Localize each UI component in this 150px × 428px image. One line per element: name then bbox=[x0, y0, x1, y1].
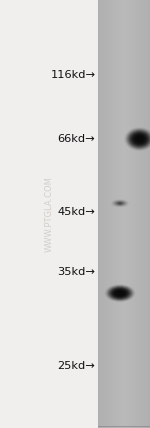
Ellipse shape bbox=[133, 134, 146, 144]
Text: WWW.PTGLA.COM: WWW.PTGLA.COM bbox=[45, 176, 54, 252]
Ellipse shape bbox=[135, 136, 144, 143]
Ellipse shape bbox=[126, 129, 150, 149]
Ellipse shape bbox=[112, 199, 128, 207]
Ellipse shape bbox=[114, 201, 126, 206]
Text: 66kd→: 66kd→ bbox=[58, 134, 95, 144]
Ellipse shape bbox=[136, 137, 142, 142]
Ellipse shape bbox=[119, 203, 121, 204]
Ellipse shape bbox=[118, 292, 122, 294]
Ellipse shape bbox=[114, 289, 126, 297]
Ellipse shape bbox=[111, 288, 129, 298]
Ellipse shape bbox=[113, 200, 127, 207]
Ellipse shape bbox=[131, 132, 148, 146]
Text: 116kd→: 116kd→ bbox=[50, 70, 95, 80]
Ellipse shape bbox=[134, 135, 145, 143]
Ellipse shape bbox=[115, 290, 125, 296]
Ellipse shape bbox=[107, 285, 133, 301]
Ellipse shape bbox=[118, 202, 122, 204]
Ellipse shape bbox=[117, 202, 123, 205]
Ellipse shape bbox=[116, 202, 124, 205]
Ellipse shape bbox=[110, 288, 130, 299]
Text: 35kd→: 35kd→ bbox=[57, 267, 95, 277]
Ellipse shape bbox=[130, 131, 149, 147]
Ellipse shape bbox=[108, 286, 132, 300]
Ellipse shape bbox=[139, 139, 140, 140]
Text: 25kd→: 25kd→ bbox=[57, 361, 95, 371]
Ellipse shape bbox=[112, 289, 128, 297]
Ellipse shape bbox=[115, 201, 125, 205]
Ellipse shape bbox=[132, 133, 147, 145]
Ellipse shape bbox=[125, 128, 150, 150]
Ellipse shape bbox=[119, 293, 121, 294]
Ellipse shape bbox=[138, 137, 141, 141]
Ellipse shape bbox=[124, 127, 150, 151]
Ellipse shape bbox=[105, 284, 135, 302]
Ellipse shape bbox=[117, 291, 123, 295]
Text: 45kd→: 45kd→ bbox=[57, 207, 95, 217]
Ellipse shape bbox=[106, 285, 134, 301]
Ellipse shape bbox=[116, 291, 124, 296]
Ellipse shape bbox=[129, 131, 150, 148]
Ellipse shape bbox=[128, 130, 150, 149]
Ellipse shape bbox=[109, 287, 131, 300]
